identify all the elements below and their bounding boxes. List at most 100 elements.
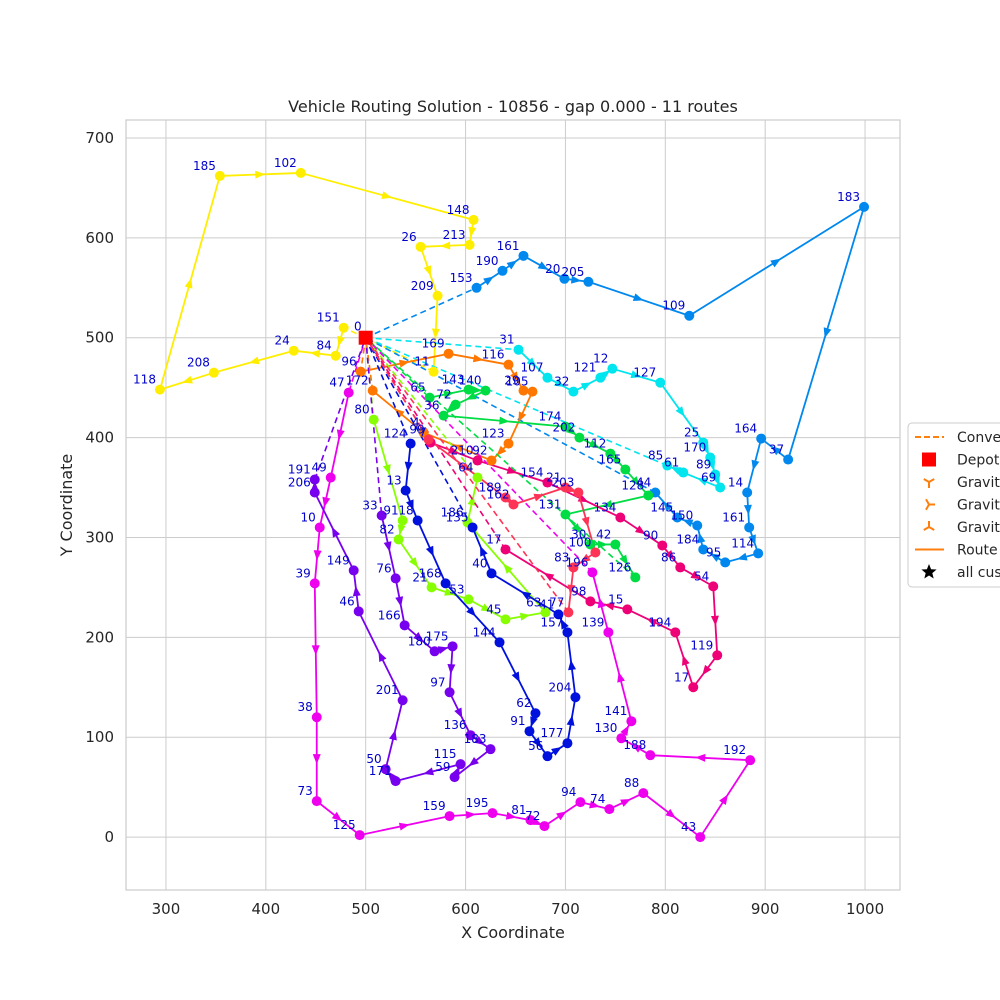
customer-label: 36 bbox=[424, 399, 439, 413]
customer-label: 26 bbox=[401, 230, 416, 244]
customer-label: 89 bbox=[696, 458, 711, 472]
depot-label: 0 bbox=[354, 320, 362, 334]
route-arrow bbox=[466, 606, 476, 617]
legend-label: Gravit bbox=[957, 520, 1000, 536]
customer-label: 180 bbox=[408, 634, 431, 648]
customer-label: 183 bbox=[837, 190, 860, 204]
customer-node bbox=[467, 522, 478, 533]
route-arrow bbox=[337, 335, 345, 347]
route-arrow bbox=[431, 328, 440, 339]
customer-label: 10 bbox=[300, 510, 315, 524]
route-arrow bbox=[387, 771, 397, 782]
customer-label: 107 bbox=[521, 361, 544, 375]
x-tick-label: 400 bbox=[251, 900, 280, 918]
depot-connector bbox=[365, 337, 570, 613]
customer-node bbox=[615, 512, 626, 523]
customer-node bbox=[562, 627, 573, 638]
route-arrow bbox=[707, 460, 716, 471]
route-arrow bbox=[682, 519, 694, 528]
route-arrow bbox=[743, 504, 752, 515]
customer-label: 12 bbox=[593, 352, 608, 366]
customer-node bbox=[455, 759, 466, 770]
customer-node bbox=[675, 562, 686, 573]
customer-label: 39 bbox=[295, 566, 310, 580]
customer-label: 202 bbox=[553, 421, 576, 435]
y-tick-label: 0 bbox=[104, 828, 114, 846]
customer-node bbox=[527, 386, 538, 397]
customer-label: 11 bbox=[414, 355, 429, 369]
customer-node bbox=[672, 512, 683, 523]
customer-label: 97 bbox=[430, 675, 445, 689]
customer-label: 72 bbox=[525, 809, 540, 823]
customer-node bbox=[487, 808, 498, 819]
route-arrow bbox=[467, 495, 476, 506]
customer-label: 115 bbox=[434, 747, 457, 761]
customer-node bbox=[440, 578, 451, 589]
customer-node bbox=[429, 646, 440, 657]
route-arrow bbox=[425, 545, 434, 557]
customer-node bbox=[449, 772, 460, 783]
route-arrow bbox=[560, 618, 569, 630]
route-arrow bbox=[184, 277, 193, 289]
customer-label: 69 bbox=[701, 471, 716, 485]
customer-node bbox=[626, 716, 637, 727]
customer-node bbox=[560, 509, 571, 520]
customer-node bbox=[426, 582, 437, 593]
customer-node bbox=[208, 367, 219, 378]
customer-node bbox=[424, 392, 435, 403]
customer-node bbox=[399, 620, 410, 631]
depot-connector bbox=[365, 336, 519, 351]
route-arrow bbox=[599, 370, 611, 380]
customer-node bbox=[698, 437, 709, 448]
customer-label: 125 bbox=[333, 818, 356, 832]
customer-label: 74 bbox=[590, 792, 605, 806]
customer-node bbox=[380, 764, 391, 775]
customer-node bbox=[560, 421, 571, 432]
customer-label: 29 bbox=[504, 374, 519, 388]
legend-label: Route bbox=[957, 543, 998, 559]
route-arrow bbox=[567, 584, 576, 595]
customer-label: 46 bbox=[339, 594, 354, 608]
customer-label: 98 bbox=[571, 584, 586, 598]
customer-node bbox=[744, 522, 755, 533]
route-arrow bbox=[597, 597, 606, 609]
route-arrow bbox=[710, 615, 719, 626]
customer-label: 206 bbox=[288, 476, 311, 490]
customer-node bbox=[756, 433, 767, 444]
customer-node bbox=[354, 830, 365, 841]
customer-label: 139 bbox=[581, 615, 604, 629]
legend-tri-marker bbox=[923, 526, 930, 531]
customer-node bbox=[418, 427, 429, 438]
customer-label: 149 bbox=[327, 553, 350, 567]
customer-label: 80 bbox=[354, 403, 369, 417]
route-arrow bbox=[589, 800, 600, 809]
customer-label: 189 bbox=[479, 481, 502, 495]
route-arrow bbox=[748, 534, 756, 546]
route-arrow bbox=[526, 357, 537, 368]
customer-node bbox=[574, 432, 585, 443]
route-arrow bbox=[518, 411, 527, 423]
route-arrow bbox=[695, 753, 706, 762]
customer-node bbox=[314, 522, 325, 533]
customer-label: 136 bbox=[444, 718, 467, 732]
route-arrow bbox=[620, 725, 629, 737]
customer-label: 100 bbox=[568, 535, 591, 549]
customer-label: 31 bbox=[499, 333, 514, 347]
customer-node bbox=[485, 744, 496, 755]
customer-label: 123 bbox=[482, 427, 505, 441]
customer-node bbox=[655, 377, 666, 388]
customer-node bbox=[444, 687, 455, 698]
customer-label: 131 bbox=[539, 497, 562, 511]
customer-label: 64 bbox=[458, 461, 473, 475]
x-tick-label: 500 bbox=[351, 900, 380, 918]
customer-label: 83 bbox=[554, 550, 569, 564]
route-arrow bbox=[480, 545, 488, 557]
route-arrow bbox=[690, 570, 702, 580]
customer-label: 169 bbox=[422, 337, 445, 351]
legend-square bbox=[922, 452, 936, 467]
customer-node bbox=[859, 201, 870, 212]
customer-node bbox=[622, 604, 633, 615]
customer-label: 90 bbox=[643, 528, 658, 542]
legend-label: Gravit bbox=[957, 498, 1000, 514]
customer-label: 18 bbox=[398, 503, 413, 517]
